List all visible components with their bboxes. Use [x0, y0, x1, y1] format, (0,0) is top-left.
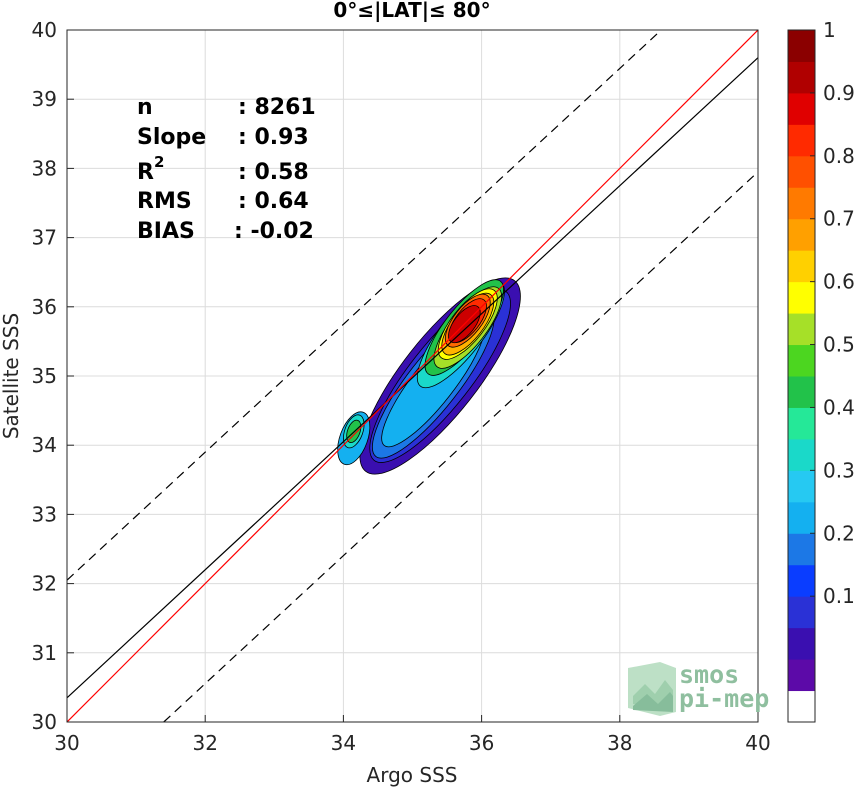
- y-tick-label: 36: [32, 295, 57, 319]
- x-tick-label: 36: [469, 731, 494, 755]
- logo-text-pimep: pi-mep: [679, 684, 769, 713]
- chart-title: 0°≤|LAT|≤ 80°: [333, 0, 490, 22]
- stat-label: Slope: [137, 125, 206, 150]
- colorbar-swatch: [788, 376, 815, 408]
- y-axis-label: Satellite SSS: [0, 313, 23, 439]
- stat-value: : -0.02: [234, 219, 314, 244]
- stat-label-superscript: 2: [154, 153, 164, 171]
- stat-label: BIAS: [137, 219, 195, 244]
- colorbar-swatch: [788, 155, 815, 188]
- colorbar-swatch: [788, 344, 815, 377]
- x-tick-label: 34: [331, 731, 356, 755]
- y-tick-label: 37: [32, 226, 57, 250]
- stat-label: R: [137, 160, 154, 185]
- y-tick-label: 31: [32, 641, 57, 665]
- colorbar-swatch: [788, 596, 815, 629]
- colorbar-tick-label: 0.2: [823, 521, 855, 545]
- x-tick-label: 40: [745, 731, 770, 755]
- y-tick-label: 38: [32, 156, 57, 180]
- colorbar-swatch: [788, 218, 815, 251]
- colorbar-swatch: [788, 61, 815, 94]
- x-axis-ticks: 30 32 34 36 38 40: [54, 715, 771, 755]
- stat-value: : 0.64: [238, 189, 309, 214]
- regression-line: [67, 57, 758, 699]
- colorbar-swatch: [788, 407, 815, 440]
- colorbar-swatch: [788, 564, 815, 597]
- colorbar-swatch: [788, 30, 815, 62]
- colorbar-swatch: [788, 438, 815, 471]
- logo-text-smos: smos: [679, 660, 739, 689]
- colorbar-tick-label: 0.5: [823, 333, 855, 357]
- one-to-one-line: [67, 30, 758, 722]
- stat-label: RMS: [137, 189, 192, 214]
- stat-value: : 0.58: [238, 160, 309, 185]
- x-tick-label: 38: [607, 731, 632, 755]
- colorbar-swatch: [788, 501, 815, 534]
- colorbar-tick-label: 0.4: [823, 395, 855, 419]
- colorbar-tick-label: 0.8: [823, 144, 855, 168]
- colorbar-tick-label: 0.9: [823, 81, 855, 105]
- colorbar-swatch: [788, 627, 815, 660]
- colorbar: 0.1 0.2 0.3 0.4 0.5 0.6 0.7 0.8 0.9 1: [787, 18, 855, 723]
- smos-pimep-logo: smos pi-mep: [628, 660, 769, 716]
- y-tick-label: 40: [32, 18, 57, 42]
- statistics-box: n : 8261 Slope : 0.93 R 2 : 0.58 RMS : 0.64 BIAS:…: [137, 95, 316, 244]
- colorbar-frame: [787, 29, 816, 723]
- colorbar-swatch: [788, 470, 815, 503]
- colorbar-swatch: [788, 313, 815, 346]
- y-tick-label: 32: [32, 572, 57, 596]
- y-axis-ticks: 30 31 32 33 34 35 36 37 38 39 40: [32, 18, 74, 734]
- x-axis-label: Argo SSS: [367, 763, 458, 787]
- y-tick-label: 39: [32, 87, 57, 111]
- stat-label: n: [137, 95, 153, 120]
- colorbar-tick-label: 0.7: [823, 207, 855, 231]
- y-tick-label: 33: [32, 502, 57, 526]
- colorbar-tick-label: 0.6: [823, 270, 855, 294]
- logo-mark-icon: [628, 662, 676, 716]
- colorbar-swatch: [788, 187, 815, 220]
- colorbar-swatch: [788, 250, 815, 283]
- x-tick-label: 30: [54, 731, 79, 755]
- colorbar-swatch: [788, 124, 815, 157]
- colorbar-swatch: [788, 533, 815, 566]
- colorbar-swatch: [788, 92, 815, 125]
- stat-value: : 8261: [238, 95, 316, 120]
- colorbar-swatch: [788, 690, 815, 723]
- colorbar-swatch: [788, 659, 815, 692]
- colorbar-tick-label: 0.3: [823, 458, 855, 482]
- reference-lines: [67, 30, 758, 722]
- colorbar-tick-label: 1: [823, 18, 836, 42]
- y-tick-label: 35: [32, 364, 57, 388]
- y-tick-label: 30: [32, 710, 57, 734]
- x-tick-label: 32: [192, 731, 217, 755]
- colorbar-tick-label: 0.1: [823, 584, 855, 608]
- stat-value: : 0.93: [238, 125, 309, 150]
- colorbar-swatch: [788, 281, 815, 314]
- y-tick-label: 34: [32, 433, 57, 457]
